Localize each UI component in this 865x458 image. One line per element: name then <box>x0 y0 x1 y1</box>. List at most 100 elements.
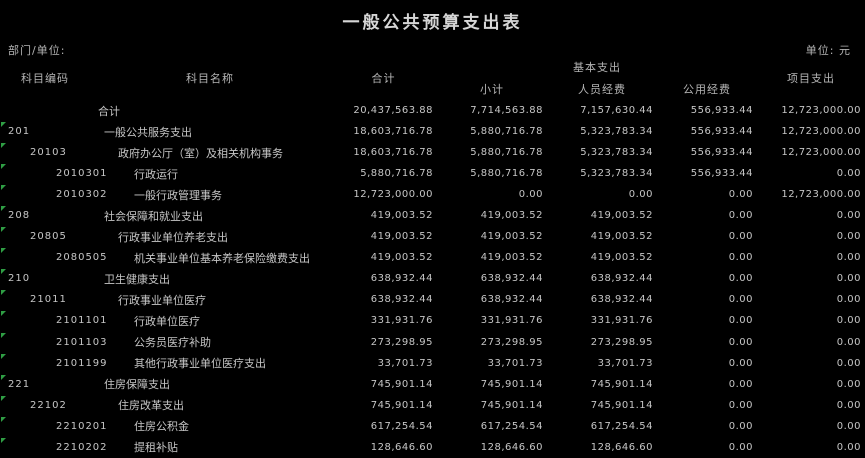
project-expense-cell[interactable]: 0.00 <box>836 420 861 432</box>
total-cell[interactable]: 12,723,000.00 <box>353 189 433 201</box>
subtotal-cell[interactable]: 5,880,716.78 <box>470 168 543 180</box>
total-cell[interactable]: 419,003.52 <box>370 231 433 243</box>
subject-name-cell[interactable]: 行政单位医疗 <box>134 314 200 328</box>
subject-code-cell[interactable]: 208 <box>0 205 90 226</box>
personnel-fund-cell[interactable]: 745,901.14 <box>590 378 653 390</box>
total-cell[interactable]: 33,701.73 <box>377 357 433 369</box>
total-cell[interactable]: 745,901.14 <box>370 378 433 390</box>
project-expense-cell[interactable]: 12,723,000.00 <box>781 105 861 117</box>
public-fund-cell[interactable]: 556,933.44 <box>690 168 753 180</box>
subject-name-cell[interactable]: 行政事业单位医疗 <box>118 293 206 307</box>
project-expense-cell[interactable]: 0.00 <box>836 336 861 348</box>
subject-code-cell[interactable]: 210 <box>0 268 90 289</box>
public-fund-cell[interactable]: 556,933.44 <box>690 147 753 159</box>
project-expense-cell[interactable]: 0.00 <box>836 252 861 264</box>
header-subtotal[interactable]: 小计 <box>480 83 504 96</box>
subject-name-cell[interactable]: 住房保障支出 <box>104 378 170 392</box>
public-fund-cell[interactable]: 0.00 <box>728 210 753 222</box>
personnel-fund-cell[interactable]: 33,701.73 <box>597 357 653 369</box>
subtotal-cell[interactable]: 273,298.95 <box>480 336 543 348</box>
public-fund-cell[interactable]: 0.00 <box>728 189 753 201</box>
public-fund-cell[interactable]: 0.00 <box>728 441 753 453</box>
project-expense-cell[interactable]: 0.00 <box>836 210 861 222</box>
subtotal-cell[interactable]: 419,003.52 <box>480 252 543 264</box>
public-fund-cell[interactable]: 0.00 <box>728 315 753 327</box>
project-expense-cell[interactable]: 12,723,000.00 <box>781 189 861 201</box>
public-fund-cell[interactable]: 0.00 <box>728 294 753 306</box>
subject-name-cell[interactable]: 机关事业单位基本养老保险缴费支出 <box>134 251 310 265</box>
subject-code-cell[interactable]: 20103 <box>0 142 90 163</box>
project-expense-cell[interactable]: 12,723,000.00 <box>781 147 861 159</box>
personnel-fund-cell[interactable]: 273,298.95 <box>590 336 653 348</box>
subject-code-cell[interactable]: 2210202 <box>0 437 107 458</box>
personnel-fund-cell[interactable]: 128,646.60 <box>590 441 653 453</box>
total-cell[interactable]: 18,603,716.78 <box>353 126 433 138</box>
project-expense-cell[interactable]: 0.00 <box>836 273 861 285</box>
total-cell[interactable]: 18,603,716.78 <box>353 147 433 159</box>
subtotal-cell[interactable]: 638,932.44 <box>480 273 543 285</box>
personnel-fund-cell[interactable]: 745,901.14 <box>590 399 653 411</box>
header-total[interactable]: 合计 <box>371 72 396 85</box>
subject-code-cell[interactable]: 2080505 <box>0 247 107 268</box>
personnel-fund-cell[interactable]: 331,931.76 <box>590 315 653 327</box>
subject-name-cell[interactable]: 行政事业单位养老支出 <box>118 230 228 244</box>
public-fund-cell[interactable]: 556,933.44 <box>690 105 753 117</box>
subtotal-cell[interactable]: 0.00 <box>518 189 543 201</box>
subject-code-cell[interactable]: 20805 <box>0 226 90 247</box>
total-cell[interactable]: 20,437,563.88 <box>353 105 433 117</box>
subject-code-cell[interactable] <box>0 100 90 121</box>
header-public-fund[interactable]: 公用经费 <box>683 83 731 96</box>
header-project-expense[interactable]: 项目支出 <box>787 72 835 85</box>
subject-name-cell[interactable]: 住房改革支出 <box>118 399 184 413</box>
project-expense-cell[interactable]: 0.00 <box>836 399 861 411</box>
subtotal-cell[interactable]: 638,932.44 <box>480 294 543 306</box>
subject-code-cell[interactable]: 221 <box>0 374 90 395</box>
total-cell[interactable]: 745,901.14 <box>370 399 433 411</box>
subject-name-cell[interactable]: 政府办公厅（室）及相关机构事务 <box>118 146 283 160</box>
public-fund-cell[interactable]: 0.00 <box>728 273 753 285</box>
subject-code-cell[interactable]: 2101101 <box>0 310 107 331</box>
subject-name-cell[interactable]: 其他行政事业单位医疗支出 <box>134 357 266 371</box>
total-cell[interactable]: 273,298.95 <box>370 336 433 348</box>
subtotal-cell[interactable]: 745,901.14 <box>480 399 543 411</box>
total-cell[interactable]: 419,003.52 <box>370 252 433 264</box>
personnel-fund-cell[interactable]: 5,323,783.34 <box>580 168 653 180</box>
public-fund-cell[interactable]: 0.00 <box>728 231 753 243</box>
subtotal-cell[interactable]: 419,003.52 <box>480 231 543 243</box>
personnel-fund-cell[interactable]: 7,157,630.44 <box>580 105 653 117</box>
subtotal-cell[interactable]: 745,901.14 <box>480 378 543 390</box>
subtotal-cell[interactable]: 5,880,716.78 <box>470 147 543 159</box>
subject-code-cell[interactable]: 201 <box>0 121 90 142</box>
subject-code-cell[interactable]: 2010301 <box>0 163 107 184</box>
total-cell[interactable]: 5,880,716.78 <box>360 168 433 180</box>
subject-name-cell[interactable]: 合计 <box>98 104 120 118</box>
header-personnel-fund[interactable]: 人员经费 <box>578 83 626 96</box>
project-expense-cell[interactable]: 0.00 <box>836 231 861 243</box>
header-subject-name[interactable]: 科目名称 <box>186 72 234 85</box>
subject-name-cell[interactable]: 住房公积金 <box>134 420 189 434</box>
project-expense-cell[interactable]: 0.00 <box>836 378 861 390</box>
personnel-fund-cell[interactable]: 617,254.54 <box>590 420 653 432</box>
public-fund-cell[interactable]: 0.00 <box>728 336 753 348</box>
header-subject-code[interactable]: 科目编码 <box>21 72 69 85</box>
currency-unit-label[interactable]: 单位: 元 <box>805 44 851 57</box>
subject-name-cell[interactable]: 公务员医疗补助 <box>134 336 211 350</box>
subject-code-cell[interactable]: 2101103 <box>0 332 107 353</box>
total-cell[interactable]: 419,003.52 <box>370 210 433 222</box>
subtotal-cell[interactable]: 33,701.73 <box>487 357 543 369</box>
subject-name-cell[interactable]: 卫生健康支出 <box>104 272 170 286</box>
subtotal-cell[interactable]: 419,003.52 <box>480 210 543 222</box>
personnel-fund-cell[interactable]: 419,003.52 <box>590 210 653 222</box>
subtotal-cell[interactable]: 617,254.54 <box>480 420 543 432</box>
department-unit-label[interactable]: 部门/单位: <box>8 44 66 57</box>
subject-name-cell[interactable]: 行政运行 <box>134 167 178 181</box>
subtotal-cell[interactable]: 5,880,716.78 <box>470 126 543 138</box>
personnel-fund-cell[interactable]: 0.00 <box>628 189 653 201</box>
project-expense-cell[interactable]: 0.00 <box>836 441 861 453</box>
personnel-fund-cell[interactable]: 638,932.44 <box>590 273 653 285</box>
subject-code-cell[interactable]: 22102 <box>0 395 90 416</box>
subject-code-cell[interactable]: 2101199 <box>0 353 107 374</box>
subtotal-cell[interactable]: 7,714,563.88 <box>470 105 543 117</box>
subtotal-cell[interactable]: 331,931.76 <box>480 315 543 327</box>
project-expense-cell[interactable]: 0.00 <box>836 357 861 369</box>
